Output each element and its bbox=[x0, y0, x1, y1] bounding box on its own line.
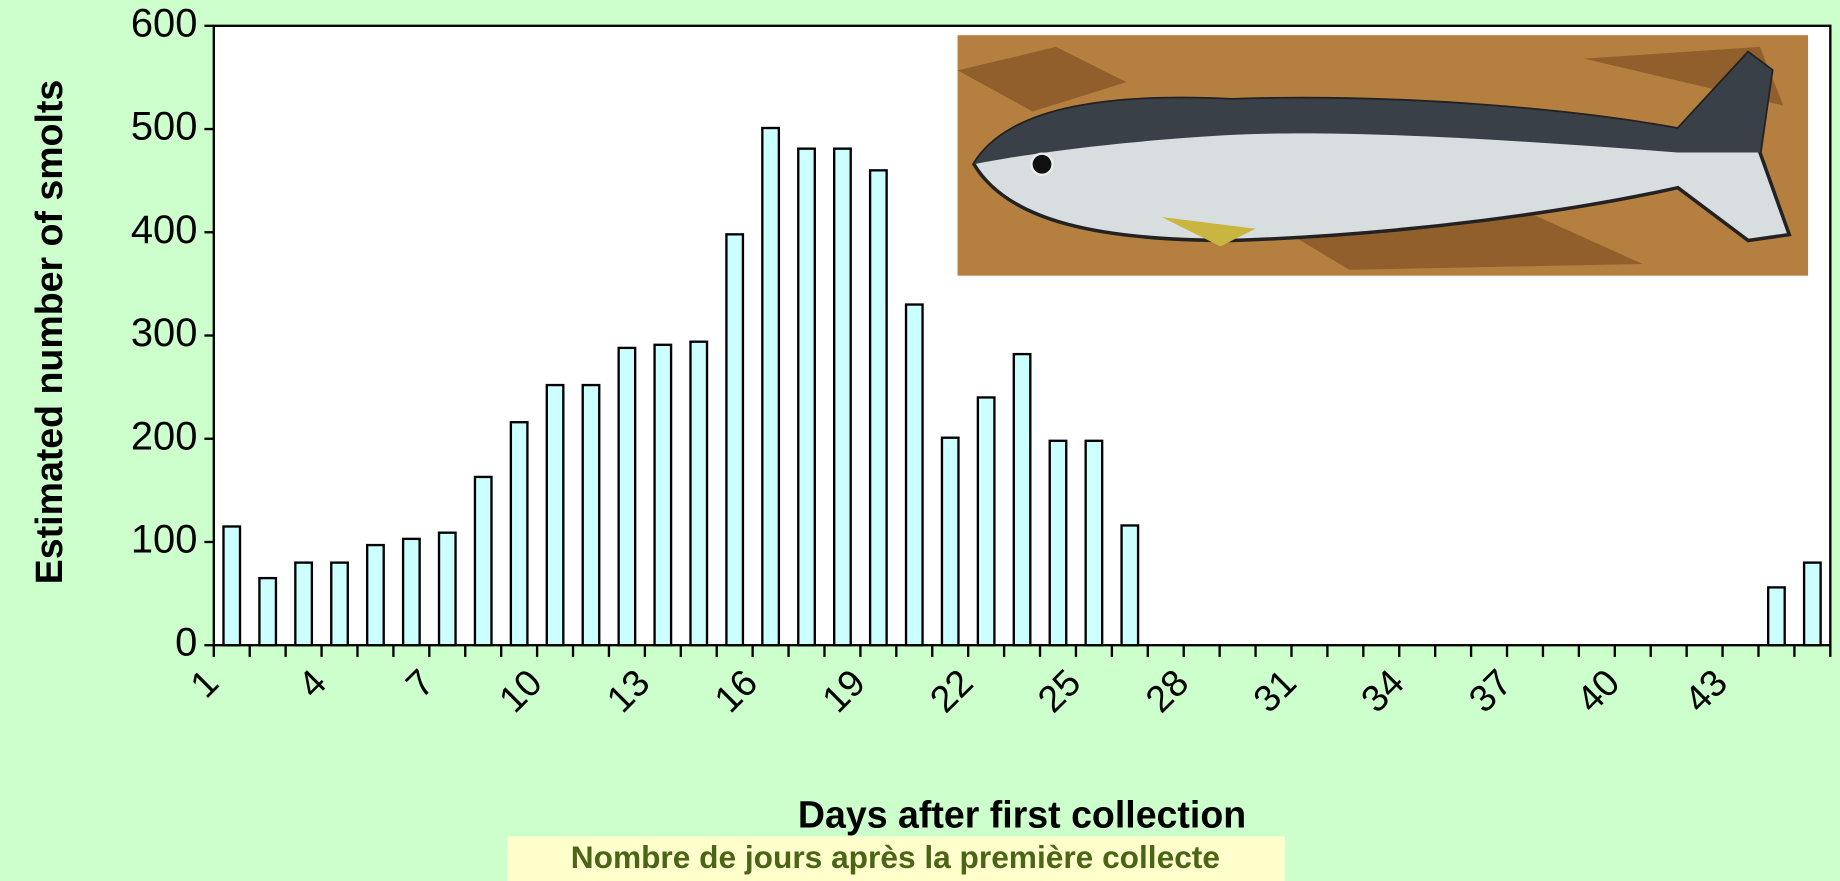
bar bbox=[1012, 352, 1032, 647]
x-axis-title: Days after first collection bbox=[798, 794, 1246, 836]
bar bbox=[258, 576, 278, 647]
y-tick-label: 500 bbox=[131, 105, 198, 149]
x-tick-label: 4 bbox=[290, 661, 334, 705]
bar bbox=[1048, 439, 1068, 647]
y-tick-label: 100 bbox=[131, 518, 198, 562]
bar bbox=[330, 561, 349, 647]
bar bbox=[689, 340, 709, 647]
bar bbox=[1802, 561, 1822, 647]
x-tick-label: 34 bbox=[1353, 661, 1412, 720]
bar bbox=[725, 233, 745, 647]
bar bbox=[401, 537, 421, 647]
y-tick-label: 200 bbox=[131, 414, 198, 458]
bar bbox=[581, 383, 601, 647]
y-tick-label: 0 bbox=[175, 621, 197, 665]
bar bbox=[940, 436, 960, 647]
x-tick-label: 10 bbox=[491, 661, 550, 720]
bar bbox=[797, 147, 816, 647]
x-tick-label: 25 bbox=[1029, 661, 1088, 720]
bar bbox=[509, 421, 529, 647]
x-tick-label: 31 bbox=[1245, 661, 1304, 720]
bar bbox=[1120, 524, 1140, 647]
bar bbox=[473, 475, 493, 647]
x-tick-label: 13 bbox=[598, 661, 657, 720]
bar bbox=[761, 126, 781, 647]
y-axis-title: Estimated number of smolts bbox=[28, 80, 70, 584]
subtitle: Nombre de jours après la première collec… bbox=[571, 839, 1220, 875]
bar bbox=[294, 561, 314, 647]
bar bbox=[976, 396, 996, 647]
bar bbox=[868, 169, 888, 647]
x-tick-label: 1 bbox=[182, 661, 226, 705]
bar bbox=[904, 303, 924, 647]
bar bbox=[1084, 439, 1104, 647]
bar bbox=[437, 531, 457, 647]
bar bbox=[617, 346, 637, 647]
bar bbox=[222, 525, 242, 647]
y-tick-label: 300 bbox=[131, 311, 198, 355]
bar bbox=[653, 343, 673, 647]
x-tick-label: 43 bbox=[1676, 661, 1735, 720]
bar bbox=[545, 383, 565, 647]
x-tick-label: 16 bbox=[706, 661, 765, 720]
x-tick-label: 40 bbox=[1568, 661, 1627, 720]
x-tick-label: 7 bbox=[398, 661, 442, 705]
x-tick-label: 19 bbox=[814, 661, 873, 720]
bar bbox=[366, 543, 385, 647]
x-tick-label: 37 bbox=[1460, 661, 1519, 720]
y-tick-label: 400 bbox=[131, 208, 198, 252]
subtitle-box bbox=[507, 836, 1285, 881]
x-tick-label: 28 bbox=[1137, 661, 1196, 720]
x-tick-label: 22 bbox=[922, 661, 981, 720]
y-tick-label: 600 bbox=[131, 1, 198, 45]
bar bbox=[833, 147, 852, 647]
bar bbox=[1767, 586, 1786, 647]
photo bbox=[957, 35, 1809, 276]
